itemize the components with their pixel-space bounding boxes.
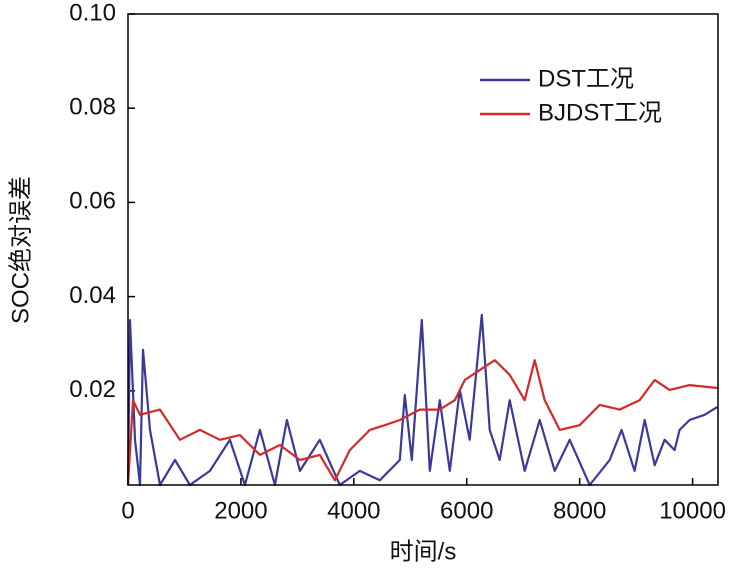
series-line [126,313,719,487]
y-tick-label: 0.06 [69,188,116,215]
series-line [126,359,718,486]
y-tick-label: 0.10 [69,0,116,26]
y-tick-label: 0.08 [69,94,116,121]
plot-frame [127,13,719,486]
x-axis-label: 时间/s [390,538,457,565]
y-tick-label: 0.02 [69,376,116,403]
y-axis-label: SOC绝对误差 [7,176,34,324]
x-tick-label: 6000 [440,497,493,524]
x-tick-label: 10000 [659,497,726,524]
legend-label: DST工况 [538,65,634,92]
x-tick-label: 0 [121,497,134,524]
x-tick-label: 2000 [214,497,267,524]
y-tick-label: 0.04 [69,282,116,309]
legend-label: BJDST工况 [538,99,662,126]
x-tick-label: 4000 [327,497,380,524]
x-tick-label: 8000 [553,497,606,524]
